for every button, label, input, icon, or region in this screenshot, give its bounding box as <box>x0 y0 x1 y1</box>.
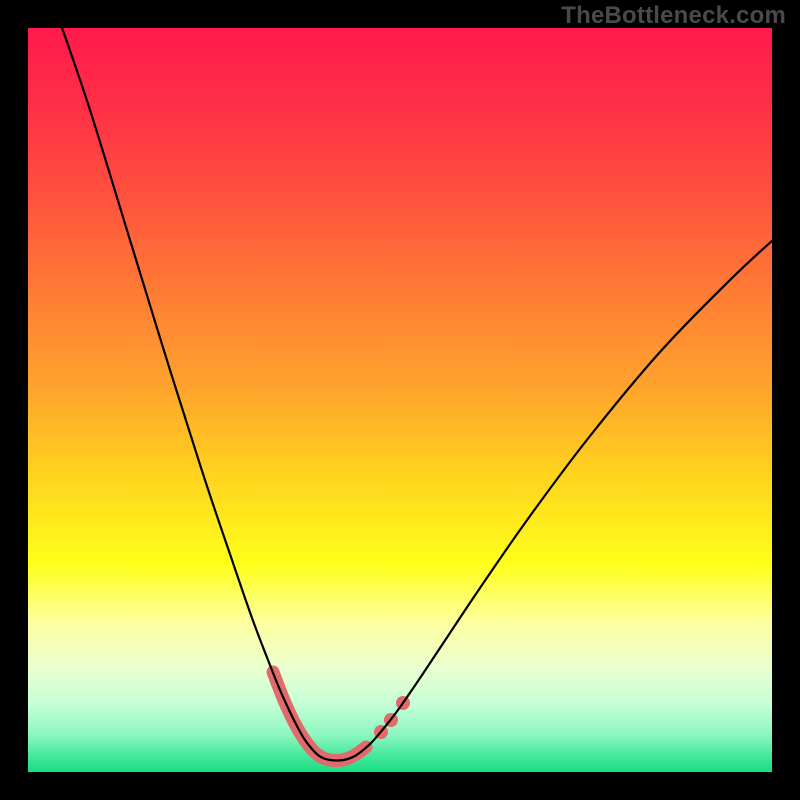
chart-background <box>28 28 772 772</box>
watermark-text: TheBottleneck.com <box>561 2 786 30</box>
